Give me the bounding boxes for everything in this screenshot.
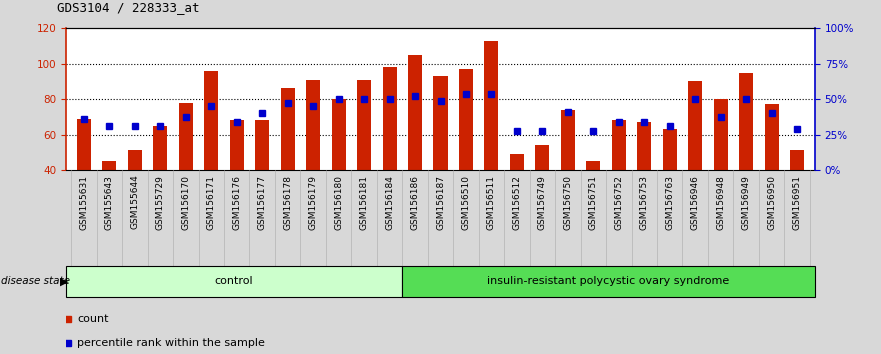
Text: GSM156750: GSM156750 <box>563 175 573 230</box>
Text: ▶: ▶ <box>60 276 69 286</box>
Text: GSM156749: GSM156749 <box>538 175 547 230</box>
Bar <box>153 126 167 170</box>
Bar <box>790 150 804 170</box>
Text: insulin-resistant polycystic ovary syndrome: insulin-resistant polycystic ovary syndr… <box>487 276 729 286</box>
Bar <box>382 67 396 170</box>
Text: percentile rank within the sample: percentile rank within the sample <box>78 338 265 348</box>
Text: GSM156186: GSM156186 <box>411 175 419 230</box>
Bar <box>255 120 270 170</box>
Bar <box>611 120 626 170</box>
Text: GSM156179: GSM156179 <box>308 175 318 230</box>
Text: GSM156177: GSM156177 <box>258 175 267 230</box>
Bar <box>408 55 422 170</box>
Text: GSM156948: GSM156948 <box>716 175 725 230</box>
Text: GSM156752: GSM156752 <box>614 175 623 230</box>
Bar <box>561 110 575 170</box>
Text: GSM155631: GSM155631 <box>79 175 88 230</box>
Bar <box>510 154 524 170</box>
Bar <box>179 103 193 170</box>
Text: GSM156753: GSM156753 <box>640 175 648 230</box>
Bar <box>357 80 371 170</box>
Text: count: count <box>78 314 108 324</box>
Text: GSM156512: GSM156512 <box>513 175 522 230</box>
Bar <box>459 69 473 170</box>
Bar <box>688 81 702 170</box>
Text: GSM156949: GSM156949 <box>742 175 751 230</box>
Text: GSM156180: GSM156180 <box>334 175 343 230</box>
Bar <box>765 104 779 170</box>
Text: GSM156950: GSM156950 <box>767 175 776 230</box>
Bar <box>281 88 294 170</box>
Text: GSM156946: GSM156946 <box>691 175 700 230</box>
Text: control: control <box>215 276 253 286</box>
Bar <box>739 73 753 170</box>
Bar <box>402 266 815 297</box>
Text: GSM155644: GSM155644 <box>130 175 139 229</box>
Text: GSM156178: GSM156178 <box>283 175 292 230</box>
Text: GSM156176: GSM156176 <box>233 175 241 230</box>
Text: GSM156511: GSM156511 <box>487 175 496 230</box>
Bar <box>66 266 402 297</box>
Text: GSM156187: GSM156187 <box>436 175 445 230</box>
Text: GSM156763: GSM156763 <box>665 175 674 230</box>
Text: GSM156170: GSM156170 <box>181 175 190 230</box>
Text: GSM156751: GSM156751 <box>589 175 598 230</box>
Text: disease state: disease state <box>1 276 70 286</box>
Text: GSM155729: GSM155729 <box>156 175 165 230</box>
Bar <box>77 119 91 170</box>
Bar <box>663 129 677 170</box>
Bar <box>230 120 244 170</box>
Text: GSM155643: GSM155643 <box>105 175 114 230</box>
Bar <box>433 76 448 170</box>
Text: GSM156171: GSM156171 <box>207 175 216 230</box>
Bar <box>204 71 218 170</box>
Text: GSM156951: GSM156951 <box>793 175 802 230</box>
Text: GDS3104 / 228333_at: GDS3104 / 228333_at <box>57 1 200 14</box>
Bar <box>536 145 550 170</box>
Bar <box>587 161 600 170</box>
Bar <box>714 99 728 170</box>
Bar <box>306 80 320 170</box>
Bar <box>485 41 499 170</box>
Bar <box>128 150 142 170</box>
Text: GSM156510: GSM156510 <box>462 175 470 230</box>
Bar <box>637 122 651 170</box>
Bar <box>102 161 116 170</box>
Text: GSM156184: GSM156184 <box>385 175 394 230</box>
Bar <box>331 99 345 170</box>
Text: GSM156181: GSM156181 <box>359 175 368 230</box>
